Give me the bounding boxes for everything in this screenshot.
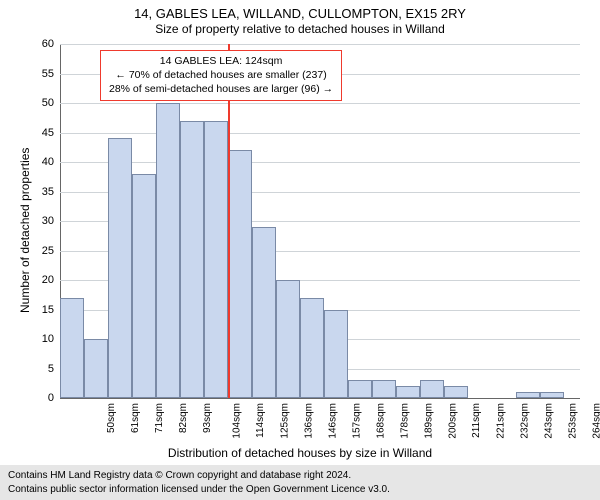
x-tick-label: 50sqm (106, 403, 117, 433)
x-tick-label: 125sqm (280, 403, 291, 439)
x-tick-label: 189sqm (424, 403, 435, 439)
bar (420, 380, 444, 398)
x-tick-label: 168sqm (376, 403, 387, 439)
gridline (60, 133, 580, 134)
title-line-1: 14, GABLES LEA, WILLAND, CULLOMPTON, EX1… (0, 6, 600, 21)
y-tick-label: 45 (14, 127, 54, 139)
x-tick-label: 93sqm (202, 403, 213, 433)
x-tick-label: 114sqm (255, 403, 266, 438)
gridline (60, 398, 580, 399)
bar (252, 227, 276, 398)
footer-line-1: Contains HM Land Registry data © Crown c… (8, 469, 592, 483)
gridline (60, 103, 580, 104)
bar (348, 380, 372, 398)
y-tick-label: 50 (14, 97, 54, 109)
bar (324, 310, 348, 399)
x-tick-label: 221sqm (496, 403, 507, 439)
y-tick-label: 60 (14, 38, 54, 50)
bar (60, 298, 84, 398)
title-line-2: Size of property relative to detached ho… (0, 22, 600, 36)
x-tick-label: 71sqm (154, 403, 165, 433)
chart-container: { "title_line1": "14, GABLES LEA, WILLAN… (0, 0, 600, 500)
y-tick-label: 5 (14, 363, 54, 375)
y-tick-label: 55 (14, 68, 54, 80)
y-tick-label: 35 (14, 186, 54, 198)
x-tick-label: 264sqm (592, 403, 600, 439)
annotation-line-1: 14 GABLES LEA: 124sqm (109, 54, 333, 68)
bar (84, 339, 108, 398)
bar (156, 103, 180, 398)
y-tick-label: 40 (14, 156, 54, 168)
x-tick-label: 178sqm (400, 403, 411, 439)
x-tick-label: 146sqm (328, 403, 339, 439)
x-tick-label: 104sqm (232, 403, 243, 439)
plot-area: 14 GABLES LEA: 124sqm ← 70% of detached … (60, 44, 580, 398)
bar (372, 380, 396, 398)
bar (276, 280, 300, 398)
x-axis-caption: Distribution of detached houses by size … (0, 446, 600, 460)
x-tick-label: 200sqm (448, 403, 459, 439)
annotation-line-2: ← 70% of detached houses are smaller (23… (109, 68, 333, 82)
gridline (60, 44, 580, 45)
bar (132, 174, 156, 398)
y-tick-label: 0 (14, 392, 54, 404)
bar (204, 121, 228, 398)
bar (396, 386, 420, 398)
footer: Contains HM Land Registry data © Crown c… (0, 465, 600, 500)
gridline (60, 162, 580, 163)
bar (444, 386, 468, 398)
bar (108, 138, 132, 398)
bar (180, 121, 204, 398)
y-tick-label: 15 (14, 304, 54, 316)
bar (516, 392, 540, 398)
x-tick-label: 211sqm (471, 403, 482, 438)
x-tick-label: 157sqm (352, 403, 363, 439)
bar (540, 392, 564, 398)
bar (228, 150, 252, 398)
x-tick-label: 232sqm (520, 403, 531, 439)
x-tick-label: 253sqm (568, 403, 579, 439)
annotation-line-3: 28% of semi-detached houses are larger (… (109, 82, 333, 96)
x-tick-label: 243sqm (544, 403, 555, 439)
y-tick-label: 20 (14, 274, 54, 286)
y-tick-label: 25 (14, 245, 54, 257)
y-axis-label: Number of detached properties (18, 148, 32, 313)
annotation-box: 14 GABLES LEA: 124sqm ← 70% of detached … (100, 50, 342, 101)
x-tick-label: 82sqm (178, 403, 189, 433)
x-tick-label: 61sqm (130, 403, 141, 433)
y-tick-label: 10 (14, 333, 54, 345)
bar (300, 298, 324, 398)
x-tick-label: 136sqm (304, 403, 315, 439)
y-tick-label: 30 (14, 215, 54, 227)
footer-line-2: Contains public sector information licen… (8, 483, 592, 497)
